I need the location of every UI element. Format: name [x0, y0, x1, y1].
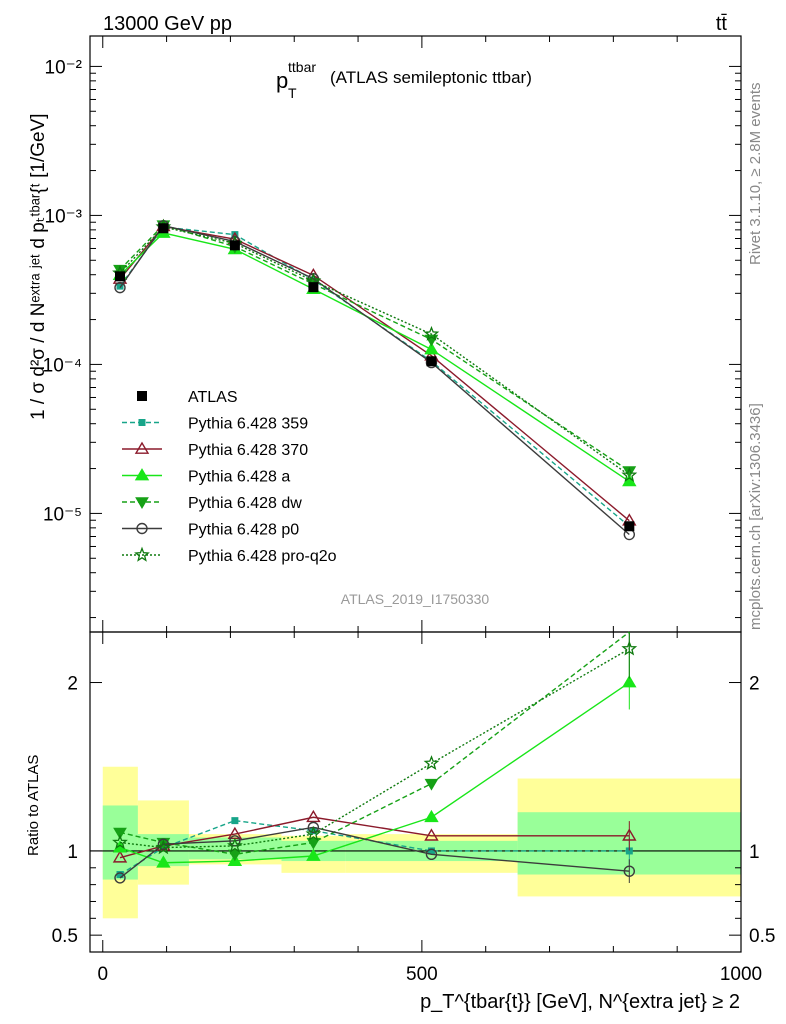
data-point [308, 282, 319, 293]
series-point-ratio [425, 848, 438, 861]
y-tick-label-ratio-right: 1 [749, 842, 760, 863]
ratio-frame [89, 631, 742, 953]
plot-title: p T ttbar (ATLAS semileptonic ttbar) [276, 59, 532, 101]
series-line-ratio [119, 826, 630, 879]
process-label: tt̄ [716, 13, 728, 35]
series-point-main [231, 231, 239, 239]
title-p: p [276, 68, 288, 93]
series-point-ratio [424, 809, 439, 823]
series-point-main [424, 342, 439, 355]
series-point-ratio [157, 838, 170, 850]
y-tick-label-main: 10⁻² [45, 57, 83, 78]
series-point-ratio [116, 871, 124, 879]
legend-label: Pythia 6.428 dw [188, 495, 302, 512]
legend-marker [134, 441, 150, 454]
series-point-ratio [112, 834, 128, 850]
series-line-ratio [119, 631, 630, 856]
y-tick-label-ratio-right: 2 [749, 674, 760, 695]
series-line-ratio [119, 819, 630, 876]
y-tick-label-ratio: 2 [67, 674, 78, 695]
series-point-ratio [229, 835, 241, 847]
series-point-ratio [231, 817, 239, 825]
y-tick-label-main: 10⁻³ [45, 206, 83, 227]
y-tick-label-ratio: 1 [67, 842, 78, 863]
data-point [624, 521, 635, 532]
series-point-ratio [305, 825, 322, 841]
series-point-ratio [424, 778, 439, 791]
series-point-ratio [112, 850, 128, 863]
rivet-label: Rivet 3.1.10, ≥ 2.8M events [747, 83, 764, 266]
series-point-ratio [306, 837, 321, 850]
series-line-main [119, 224, 630, 472]
series-point-ratio [306, 809, 321, 823]
series-line-ratio [119, 648, 630, 849]
main-panel: 10⁻⁵ 10⁻⁴ 10⁻³ 10⁻² [43, 35, 742, 633]
ratio-panel: 0 500 1000 0.5 0.5 1 1 2 2 [52, 631, 775, 985]
series-point-ratio [227, 837, 243, 853]
legend-marker [134, 468, 150, 481]
legend: ATLAS Pythia 6.428 359 Pythia 6.428 370 Pyt… [122, 389, 337, 565]
mcplots-label: mcplots.cern.ch [arXiv:1306.3436] [747, 403, 764, 630]
legend-marker [134, 546, 150, 562]
x-axis-label: p_T^{tbar{t}} [GeV], N^{extra jet} ≥ 2 [420, 991, 740, 1013]
series-point-ratio [228, 849, 242, 862]
title-superscript: ttbar [288, 59, 316, 75]
x-tick-label: 500 [406, 964, 438, 985]
legend-label: Pythia 6.428 pro-q2o [188, 548, 337, 565]
series-point-ratio [114, 872, 126, 884]
legend-marker [136, 522, 148, 535]
series-line-ratio [119, 816, 630, 859]
series-point-main [621, 466, 638, 482]
main-y-axis-label: 1 / σ d²σ / d Nᵉˣᵗʳᵃ ʲᵉᵗ d pₜᵗᵇᵃʳ{ᵗ [1/G… [28, 113, 49, 420]
title-subscript: T [288, 85, 297, 101]
series-point-ratio [309, 827, 317, 835]
data-point [158, 223, 169, 234]
legend-label: Pythia 6.428 a [188, 469, 290, 486]
series-point-ratio [307, 821, 320, 834]
series-point-ratio [424, 828, 439, 841]
title-rest: (ATLAS semileptonic ttbar) [330, 68, 532, 87]
series-point-ratio [113, 827, 127, 840]
series-line-main [119, 226, 630, 476]
legend-marker [137, 391, 147, 401]
series-point-main [423, 325, 440, 341]
series-line-main [119, 232, 630, 482]
series-line-main [119, 224, 630, 536]
series-point-ratio [423, 755, 440, 771]
series-point-main [116, 282, 124, 290]
x-tick-label: 0 [97, 964, 108, 985]
legend-marker [135, 497, 149, 509]
y-tick-label-main: 10⁻⁴ [43, 355, 82, 376]
series-point-main [114, 281, 126, 294]
y-tick-label-main: 10⁻⁵ [43, 504, 82, 525]
x-tick-label: 1000 [720, 964, 762, 985]
energy-label: 13000 GeV pp [103, 13, 232, 35]
series-point-main [622, 466, 637, 478]
series-point-ratio [427, 847, 435, 855]
series-point-ratio [156, 855, 171, 868]
series-point-ratio [155, 839, 172, 855]
data-point [229, 240, 240, 251]
legend-marker [138, 419, 146, 426]
legend-label: Pythia 6.428 359 [188, 416, 308, 433]
legend-label: ATLAS [188, 389, 238, 406]
series-point-ratio [306, 848, 321, 861]
ratio-y-axis-label: Ratio to ATLAS [25, 755, 42, 856]
analysis-watermark: ATLAS_2019_I1750330 [341, 591, 490, 607]
y-tick-label-ratio-right: 0.5 [749, 926, 775, 947]
main-frame [89, 35, 742, 633]
data-point [114, 271, 125, 282]
series-line-ratio [119, 681, 630, 864]
legend-label: Pythia 6.428 370 [188, 442, 308, 459]
data-point [426, 356, 437, 367]
legend-label: Pythia 6.428 p0 [188, 522, 299, 539]
y-tick-label-ratio: 0.5 [52, 926, 78, 947]
